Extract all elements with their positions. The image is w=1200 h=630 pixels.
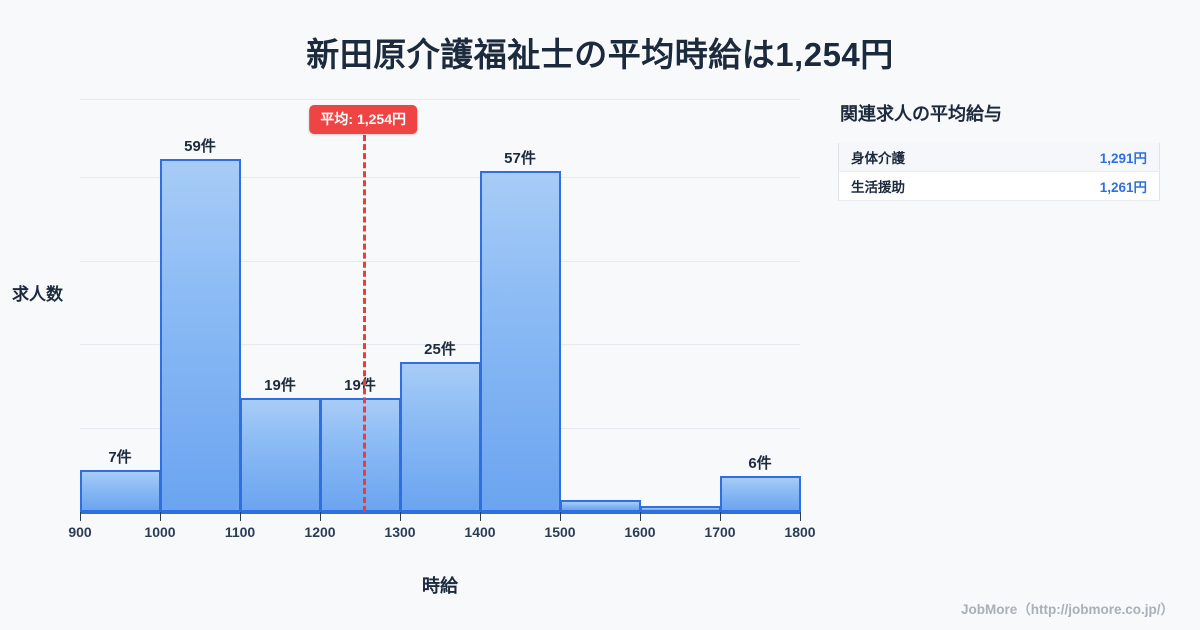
salary-row-value: 1,261円 xyxy=(1006,171,1160,201)
x-axis-tick xyxy=(560,512,561,521)
salary-row-value: 1,291円 xyxy=(1006,143,1160,172)
x-axis-tick-label: 900 xyxy=(68,524,92,540)
histogram-bar xyxy=(720,476,801,512)
salary-row-name: 生活援助 xyxy=(838,171,1007,201)
x-axis-tick-label: 1200 xyxy=(304,524,336,540)
y-axis-title: 求人数 xyxy=(12,285,63,304)
histogram-bar xyxy=(240,398,321,512)
x-axis-tick-label: 1000 xyxy=(144,524,176,540)
bar-value-label: 59件 xyxy=(184,137,216,155)
x-axis-tick xyxy=(800,512,801,521)
average-line xyxy=(363,126,367,512)
x-axis-tick xyxy=(400,512,401,521)
related-salary-table: 身体介護 1,291円 生活援助 1,261円 xyxy=(838,143,1160,201)
x-axis-tick xyxy=(80,512,81,521)
x-axis-line xyxy=(80,512,801,514)
gridline xyxy=(80,260,800,262)
x-axis-tick xyxy=(640,512,641,521)
bar-value-label: 57件 xyxy=(504,149,536,167)
histogram-bar xyxy=(80,470,161,512)
bar-value-label: 6件 xyxy=(748,455,772,473)
histogram-bar xyxy=(560,500,641,512)
bar-value-label: 19件 xyxy=(264,377,296,395)
table-row: 生活援助 1,261円 xyxy=(838,171,1160,201)
x-axis-title: 時給 xyxy=(422,576,458,596)
x-axis-tick xyxy=(240,512,241,521)
bar-value-label: 19件 xyxy=(344,377,376,395)
gridline xyxy=(80,99,800,100)
x-axis-tick xyxy=(160,512,161,521)
histogram-bar xyxy=(320,398,401,512)
x-axis-tick-label: 1500 xyxy=(544,524,576,540)
bar-value-label: 7件 xyxy=(108,449,132,467)
salary-row-name: 身体介護 xyxy=(838,143,1007,172)
x-axis-tick-label: 1700 xyxy=(704,524,736,540)
gridline xyxy=(80,344,800,346)
x-axis-tick-label: 1100 xyxy=(224,524,256,540)
histogram-chart: 900 1000 1100 1200 1300 1400 1500 1600 1700 1800 … xyxy=(12,99,816,596)
page-title: 新田原介護福祉士の平均時給は1,254円 xyxy=(306,36,894,73)
histogram-bar xyxy=(480,170,561,512)
x-axis-tick xyxy=(480,512,481,521)
x-axis-tick xyxy=(720,512,721,521)
footer-attribution: JobMore（http://jobmore.co.jp/） xyxy=(961,602,1174,617)
related-salary-title: 関連求人の平均給与 xyxy=(840,104,1002,124)
histogram-bar xyxy=(160,158,241,512)
bar-value-label: 25件 xyxy=(424,341,456,359)
related-salary-panel: 関連求人の平均給与 身体介護 1,291円 生活援助 1,261円 xyxy=(838,100,1168,201)
table-row: 身体介護 1,291円 xyxy=(838,143,1160,172)
x-axis-tick xyxy=(320,512,321,521)
histogram-bar xyxy=(400,362,481,512)
gridline xyxy=(80,176,800,178)
histogram-bar xyxy=(640,506,721,512)
x-axis-tick-label: 1800 xyxy=(784,524,816,540)
x-axis-tick-label: 1300 xyxy=(384,524,416,540)
x-axis-tick-label: 1600 xyxy=(624,524,656,540)
average-badge: 平均: 1,254円 xyxy=(309,105,417,134)
x-axis-tick-label: 1400 xyxy=(464,524,496,540)
